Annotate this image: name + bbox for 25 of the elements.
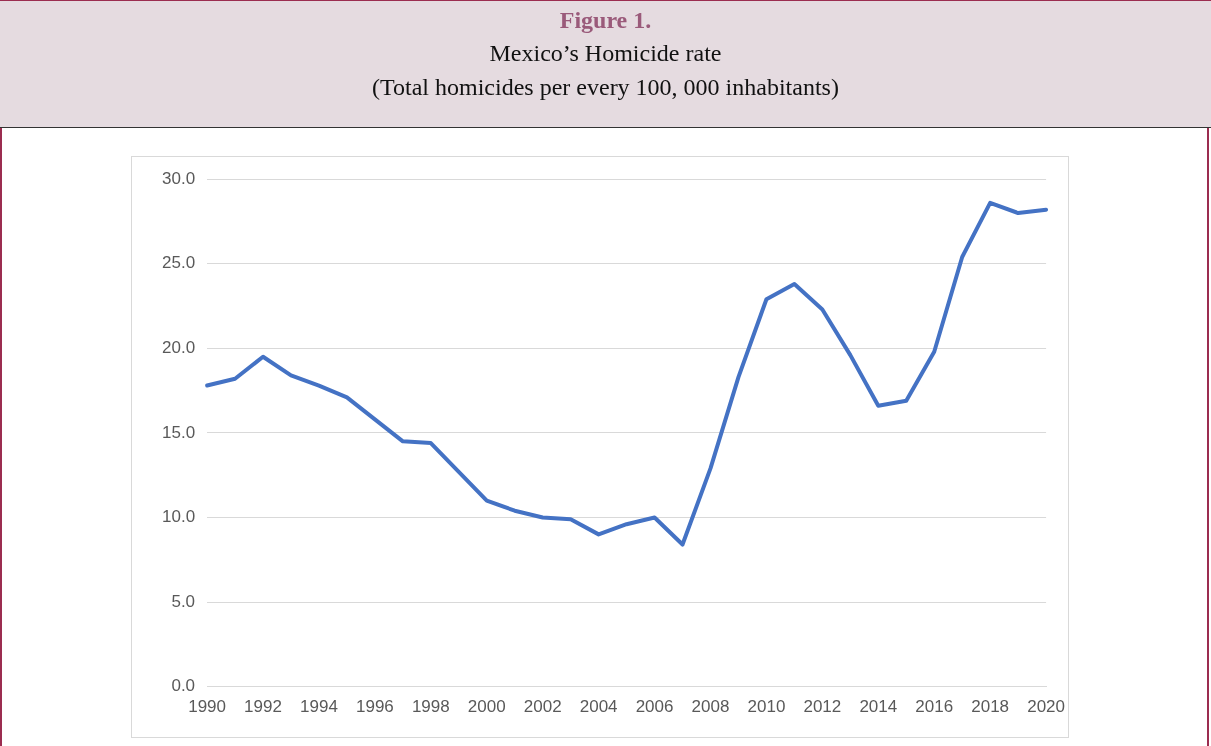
x-tick-label: 2016 — [915, 697, 954, 717]
x-tick-label: 2018 — [971, 697, 1010, 717]
y-tick-label: 0.0 — [171, 676, 196, 696]
x-tick-label: 2002 — [523, 697, 562, 717]
y-tick-label: 15.0 — [161, 422, 196, 442]
x-tick-label: 1998 — [411, 697, 450, 717]
x-tick-label: 2020 — [1027, 697, 1065, 717]
x-tick-label: 2006 — [635, 697, 674, 717]
chart-title: Figure 1. — [558, 7, 653, 34]
y-tick-label: 20.0 — [161, 338, 196, 358]
x-tick-label: 2010 — [747, 697, 786, 717]
x-tick-label: 1994 — [300, 697, 338, 717]
x-tick-label: 2012 — [803, 697, 842, 717]
x-tick-label: 1992 — [244, 697, 282, 717]
y-tick-label: 30.0 — [161, 168, 196, 188]
x-tick-label: 2000 — [467, 697, 506, 717]
y-tick-label: 5.0 — [171, 591, 196, 611]
x-tick-label: 2008 — [691, 697, 730, 717]
y-tick-label: 10.0 — [161, 507, 196, 527]
x-tick-label: 2004 — [579, 697, 618, 717]
chart-subtitle: Mexico’s Homicide rate (Total homicides per every 100, 000 inhabitants) — [371, 39, 840, 102]
x-tick-label: 2014 — [859, 697, 898, 717]
x-tick-label: 1990 — [188, 697, 226, 717]
y-tick-label: 25.0 — [161, 253, 196, 273]
x-tick-label: 1996 — [355, 697, 394, 717]
